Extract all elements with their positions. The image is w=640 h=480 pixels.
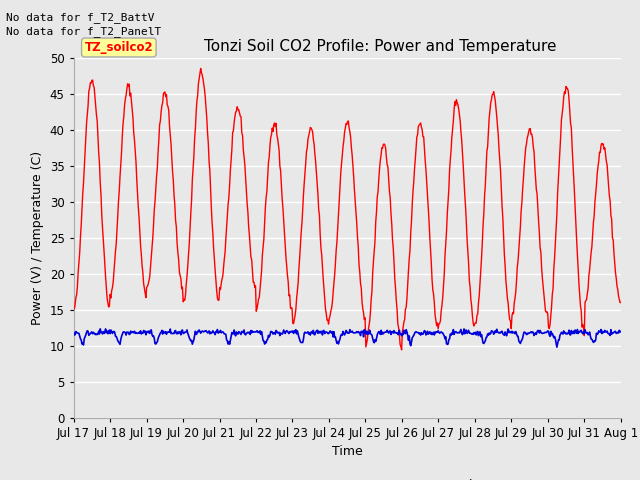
- Legend: CR23X Temperature, CR23X Voltage: CR23X Temperature, CR23X Voltage: [189, 474, 506, 480]
- Title: Tonzi Soil CO2 Profile: Power and Temperature: Tonzi Soil CO2 Profile: Power and Temper…: [204, 39, 556, 54]
- X-axis label: Time: Time: [332, 445, 363, 458]
- Text: TZ_soilco2: TZ_soilco2: [84, 41, 153, 54]
- Text: No data for f_T2_BattV: No data for f_T2_BattV: [6, 12, 155, 23]
- Y-axis label: Power (V) / Temperature (C): Power (V) / Temperature (C): [31, 151, 44, 324]
- Text: No data for f_T2_PanelT: No data for f_T2_PanelT: [6, 26, 162, 37]
